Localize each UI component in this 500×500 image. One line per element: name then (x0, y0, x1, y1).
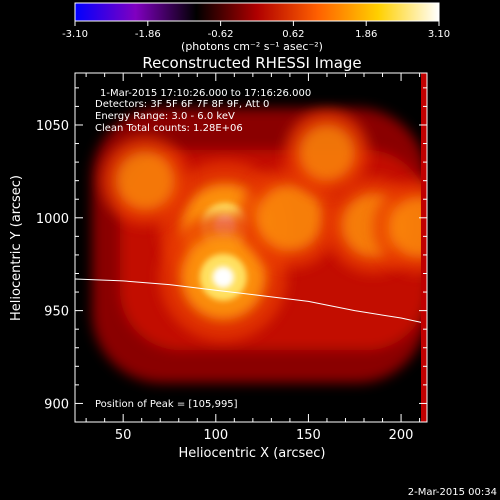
source-core (115, 150, 176, 211)
source-core (298, 124, 356, 182)
y-axis-label: Heliocentric Y (arcsec) (9, 175, 24, 321)
x-tick-label: 50 (115, 428, 132, 443)
colorbar-gradient (74, 2, 440, 22)
x-tick-label: 100 (203, 428, 228, 443)
colorbar-tick-label: 3.10 (428, 29, 450, 40)
image-plot-area (75, 73, 427, 422)
colorbar-units: (photons cm⁻² s⁻¹ asec⁻²) (181, 40, 323, 53)
clean-info: Clean Total counts: 1.28E+06 (95, 123, 243, 134)
peak-position: Position of Peak = [105,995] (95, 399, 238, 410)
x-axis-label: Heliocentric X (arcsec) (179, 446, 326, 461)
footer-timestamp: 2-Mar-2015 00:34 (408, 487, 497, 498)
detectors-info: Detectors: 3F 5F 6F 7F 8F 9F, Att 0 (95, 99, 269, 110)
solar-limb-line (75, 278, 427, 325)
plot-frame (74, 72, 428, 423)
source-core (256, 184, 324, 252)
colorbar-tick-label: -0.62 (208, 29, 234, 40)
x-tick-label: 150 (296, 428, 321, 443)
colorbar-tick-label: 1.86 (355, 29, 377, 40)
y-tick-label: 950 (44, 305, 69, 320)
time-range: 1-Mar-2015 17:10:26.000 to 17:16:26.000 (100, 88, 311, 99)
energy-range: Energy Range: 3.0 - 6.0 keV (95, 111, 235, 122)
y-tick-label: 1050 (36, 119, 69, 134)
x-tick-label: 200 (389, 428, 414, 443)
colorbar-tick-label: -1.86 (135, 29, 161, 40)
right-edge-strip (421, 73, 427, 422)
y-tick-label: 1000 (36, 212, 69, 227)
colorbar-tick-label: 0.62 (282, 29, 304, 40)
colorbar-ticks: -3.10 -1.86 -0.62 0.62 1.86 3.10 (62, 21, 450, 40)
axis-ticks: 50 100 150 200 900 950 1000 1050 (36, 73, 427, 443)
annotations: 1-Mar-2015 17:10:26.000 to 17:16:26.000 … (95, 88, 311, 410)
colorbar-tick-label: -3.10 (62, 29, 88, 40)
intensity-map (92, 108, 427, 383)
source-peak (212, 266, 234, 288)
source-core (388, 196, 427, 259)
y-tick-label: 900 (44, 397, 69, 412)
chart-title: Reconstructed RHESSI Image (142, 54, 361, 72)
colorbar: -3.10 -1.86 -0.62 0.62 1.86 3.10 (photons cm⁻… (62, 2, 450, 53)
